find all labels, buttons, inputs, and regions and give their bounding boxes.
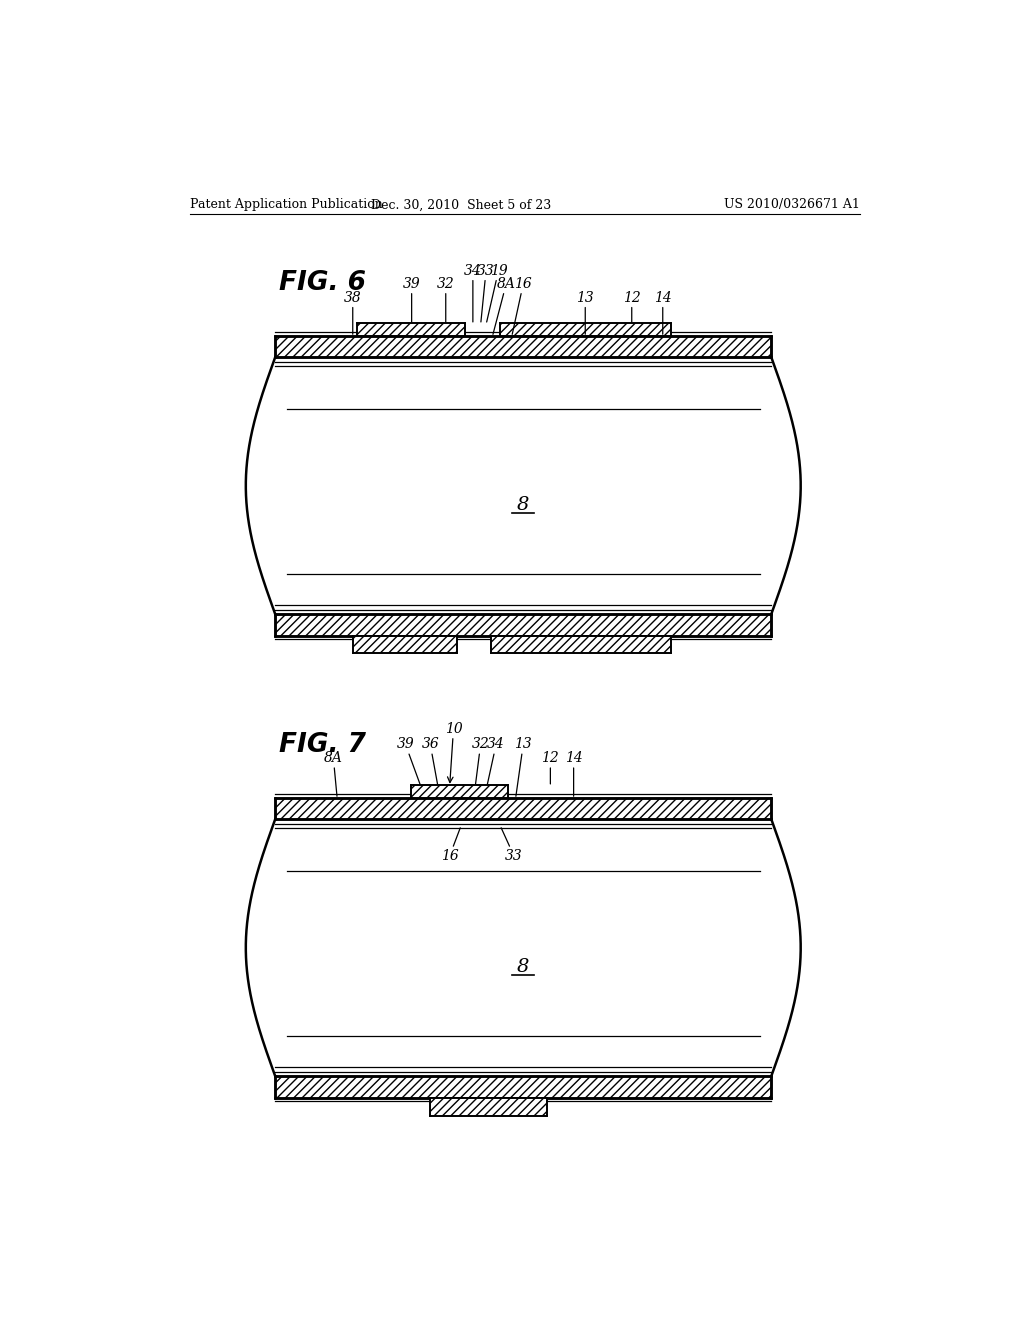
Text: Dec. 30, 2010  Sheet 5 of 23: Dec. 30, 2010 Sheet 5 of 23 [371, 198, 551, 211]
Text: 16: 16 [440, 828, 460, 863]
Text: 32: 32 [472, 738, 489, 784]
Text: 13: 13 [577, 290, 594, 334]
Text: Patent Application Publication: Patent Application Publication [190, 198, 383, 211]
Text: 32: 32 [437, 277, 455, 322]
Bar [275, 335, 771, 356]
Text: FIG. 6: FIG. 6 [280, 271, 367, 296]
Bar [275, 614, 771, 636]
Bar [275, 1076, 771, 1098]
Text: US 2010/0326671 A1: US 2010/0326671 A1 [724, 198, 859, 211]
Text: 34: 34 [487, 738, 505, 784]
Text: 8: 8 [517, 496, 529, 513]
Bar [352, 636, 458, 653]
Bar [430, 1098, 547, 1117]
Text: 36: 36 [421, 738, 439, 784]
Text: 8A: 8A [493, 277, 516, 334]
Text: 12: 12 [623, 290, 641, 322]
Text: 38: 38 [344, 290, 361, 334]
Text: FIG. 7: FIG. 7 [280, 733, 367, 758]
Text: 19: 19 [486, 264, 507, 322]
Text: 33: 33 [477, 264, 495, 322]
Text: 33: 33 [501, 828, 523, 863]
Text: 10: 10 [444, 722, 463, 783]
Text: 14: 14 [565, 751, 583, 796]
Text: 34: 34 [464, 264, 481, 322]
Text: 14: 14 [654, 290, 672, 334]
Text: 8: 8 [517, 958, 529, 975]
Text: 8A: 8A [324, 751, 343, 796]
Text: 13: 13 [514, 738, 532, 796]
Bar [356, 323, 465, 335]
Bar [275, 797, 771, 818]
Text: 16: 16 [512, 277, 532, 334]
Bar [490, 636, 671, 653]
Bar [411, 785, 508, 797]
Text: 39: 39 [396, 738, 420, 784]
Bar [500, 323, 671, 335]
Text: 12: 12 [542, 751, 559, 784]
Text: 39: 39 [402, 277, 421, 322]
